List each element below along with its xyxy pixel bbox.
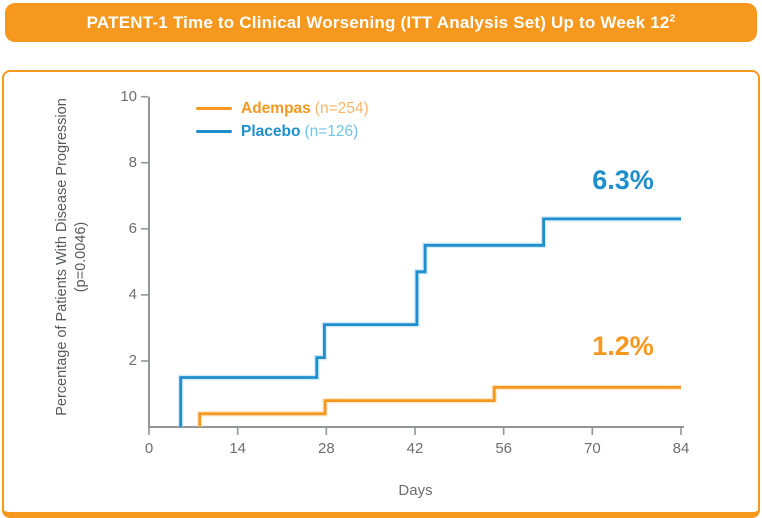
placebo-curve-halo	[177, 216, 681, 427]
x-tick-label: 0	[144, 440, 154, 457]
placebo-final-value-label: 6.3%	[592, 165, 654, 195]
x-tick-label: 14	[229, 440, 246, 457]
adempas-curve	[198, 385, 681, 427]
chart-panel	[2, 70, 760, 518]
legend-placebo-name: Placebo	[241, 122, 301, 140]
x-axis-label: Days	[398, 482, 433, 499]
x-tick-label: 56	[495, 440, 512, 457]
adempas-curve-halo	[196, 384, 681, 427]
placebo-line-swatch	[196, 130, 232, 133]
x-tick-label: 42	[406, 440, 424, 457]
x-tick-label: 28	[317, 440, 335, 457]
legend-item-adempas: Adempas (n=254)	[196, 99, 369, 118]
adempas-line-swatch	[196, 107, 232, 110]
page-title-superscript: 2	[669, 12, 676, 24]
y-tick-label: 2	[128, 351, 137, 369]
placebo-curve	[179, 217, 681, 427]
adempas-final-value-label: 1.2%	[592, 331, 654, 361]
x-tick-label: 70	[583, 440, 601, 457]
y-axis-label-line1: Percentage of Patients With Disease Prog…	[54, 98, 70, 416]
legend-adempas-n: (n=254)	[314, 99, 369, 117]
y-tick-label: 8	[128, 153, 137, 171]
y-axis-label: Percentage of Patients With Disease Prog…	[53, 98, 91, 416]
title-bar: PATENT-1 Time to Clinical Worsening (ITT…	[5, 3, 757, 42]
legend: Adempas (n=254) Placebo (n=126)	[196, 99, 369, 145]
legend-item-placebo: Placebo (n=126)	[196, 122, 369, 141]
y-tick-label: 10	[120, 87, 137, 105]
y-tick-label: 6	[128, 219, 137, 237]
y-axis-label-line2: (p=0.0046)	[73, 221, 89, 293]
page-title: PATENT-1 Time to Clinical Worsening (ITT…	[87, 13, 676, 33]
legend-placebo-n: (n=126)	[304, 122, 359, 140]
x-tick-label: 84	[672, 440, 690, 457]
y-tick-label: 4	[128, 285, 137, 303]
legend-adempas-name: Adempas	[241, 99, 311, 117]
page-title-text: PATENT-1 Time to Clinical Worsening (ITT…	[86, 12, 670, 32]
